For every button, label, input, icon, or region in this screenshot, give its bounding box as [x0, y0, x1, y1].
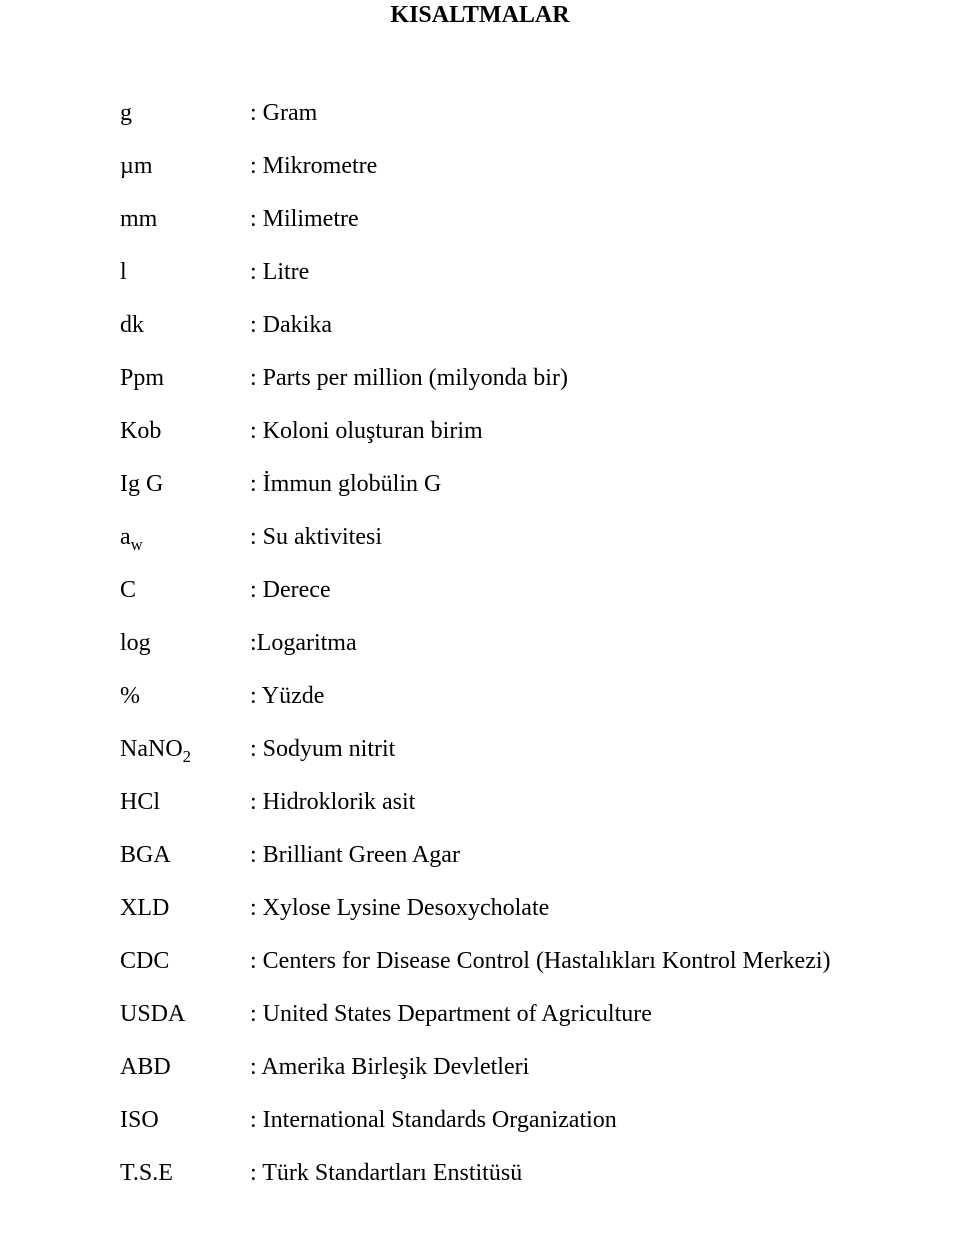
abbr-term: µm [120, 154, 250, 178]
abbr-term: ISO [120, 1108, 250, 1132]
abbr-definition: :Logaritma [250, 631, 840, 655]
abbr-row: l: Litre [120, 260, 840, 284]
abbr-row: Ppm: Parts per million (milyonda bir) [120, 366, 840, 390]
abbr-row: %: Yüzde [120, 684, 840, 708]
abbr-row: T.S.E: Türk Standartları Enstitüsü [120, 1161, 840, 1185]
abbr-term: aw [120, 525, 250, 549]
abbr-row: XLD: Xylose Lysine Desoxycholate [120, 896, 840, 920]
abbr-definition: : International Standards Organization [250, 1108, 840, 1132]
abbr-definition: : Centers for Disease Control (Hastalıkl… [250, 949, 840, 973]
abbr-term: dk [120, 313, 250, 337]
abbr-term: XLD [120, 896, 250, 920]
abbr-term: CDC [120, 949, 250, 973]
abbr-term: USDA [120, 1002, 250, 1026]
abbr-definition: : Milimetre [250, 207, 840, 231]
abbr-row: CDC: Centers for Disease Control (Hastal… [120, 949, 840, 973]
abbr-term: Ig G [120, 472, 250, 496]
abbr-row: ISO: International Standards Organizatio… [120, 1108, 840, 1132]
abbr-term: C [120, 578, 250, 602]
abbr-definition: : Türk Standartları Enstitüsü [250, 1161, 840, 1185]
abbr-term: HCl [120, 790, 250, 814]
abbr-definition: : Amerika Birleşik Devletleri [250, 1055, 840, 1079]
abbr-row: NaNO2: Sodyum nitrit [120, 737, 840, 761]
abbr-row: dk: Dakika [120, 313, 840, 337]
abbr-definition: : United States Department of Agricultur… [250, 1002, 840, 1026]
abbr-term: mm [120, 207, 250, 231]
abbr-definition: : Koloni oluşturan birim [250, 419, 840, 443]
abbr-definition: : Xylose Lysine Desoxycholate [250, 896, 840, 920]
abbreviation-list: g: Gram µm: Mikrometre mm: Milimetre l: Lit… [120, 101, 840, 1185]
abbr-row: aw : Su aktivitesi [120, 525, 840, 549]
abbr-row: g: Gram [120, 101, 840, 125]
abbr-definition: : Derece [250, 578, 840, 602]
abbr-definition: : Yüzde [250, 684, 840, 708]
abbr-row: C: Derece [120, 578, 840, 602]
abbr-term: g [120, 101, 250, 125]
abbr-row: USDA: United States Department of Agricu… [120, 1002, 840, 1026]
abbr-term: % [120, 684, 250, 708]
abbr-definition: : Gram [250, 101, 840, 125]
abbr-term: Kob [120, 419, 250, 443]
abbr-row: µm: Mikrometre [120, 154, 840, 178]
abbr-definition: : Su aktivitesi [250, 525, 840, 549]
abbr-definition: : Hidroklorik asit [250, 790, 840, 814]
abbr-definition: : İmmun globülin G [250, 472, 840, 496]
page: KISALTMALAR g: Gram µm: Mikrometre mm: Mil… [0, 0, 960, 1253]
page-title: KISALTMALAR [120, 0, 840, 101]
abbr-definition: : Sodyum nitrit [250, 737, 840, 761]
abbr-row: Kob: Koloni oluşturan birim [120, 419, 840, 443]
abbr-row: Ig G: İmmun globülin G [120, 472, 840, 496]
abbr-term: ABD [120, 1055, 250, 1079]
abbr-row: ABD: Amerika Birleşik Devletleri [120, 1055, 840, 1079]
abbr-row: log:Logaritma [120, 631, 840, 655]
abbr-term: BGA [120, 843, 250, 867]
abbr-definition: : Litre [250, 260, 840, 284]
abbr-definition: : Brilliant Green Agar [250, 843, 840, 867]
abbr-row: mm: Milimetre [120, 207, 840, 231]
abbr-term: NaNO2 [120, 737, 250, 761]
abbr-term: Ppm [120, 366, 250, 390]
abbr-term: l [120, 260, 250, 284]
abbr-row: BGA: Brilliant Green Agar [120, 843, 840, 867]
abbr-definition: : Mikrometre [250, 154, 840, 178]
abbr-definition: : Dakika [250, 313, 840, 337]
abbr-definition: : Parts per million (milyonda bir) [250, 366, 840, 390]
abbr-term: T.S.E [120, 1161, 250, 1185]
abbr-term: log [120, 631, 250, 655]
abbr-row: HCl: Hidroklorik asit [120, 790, 840, 814]
